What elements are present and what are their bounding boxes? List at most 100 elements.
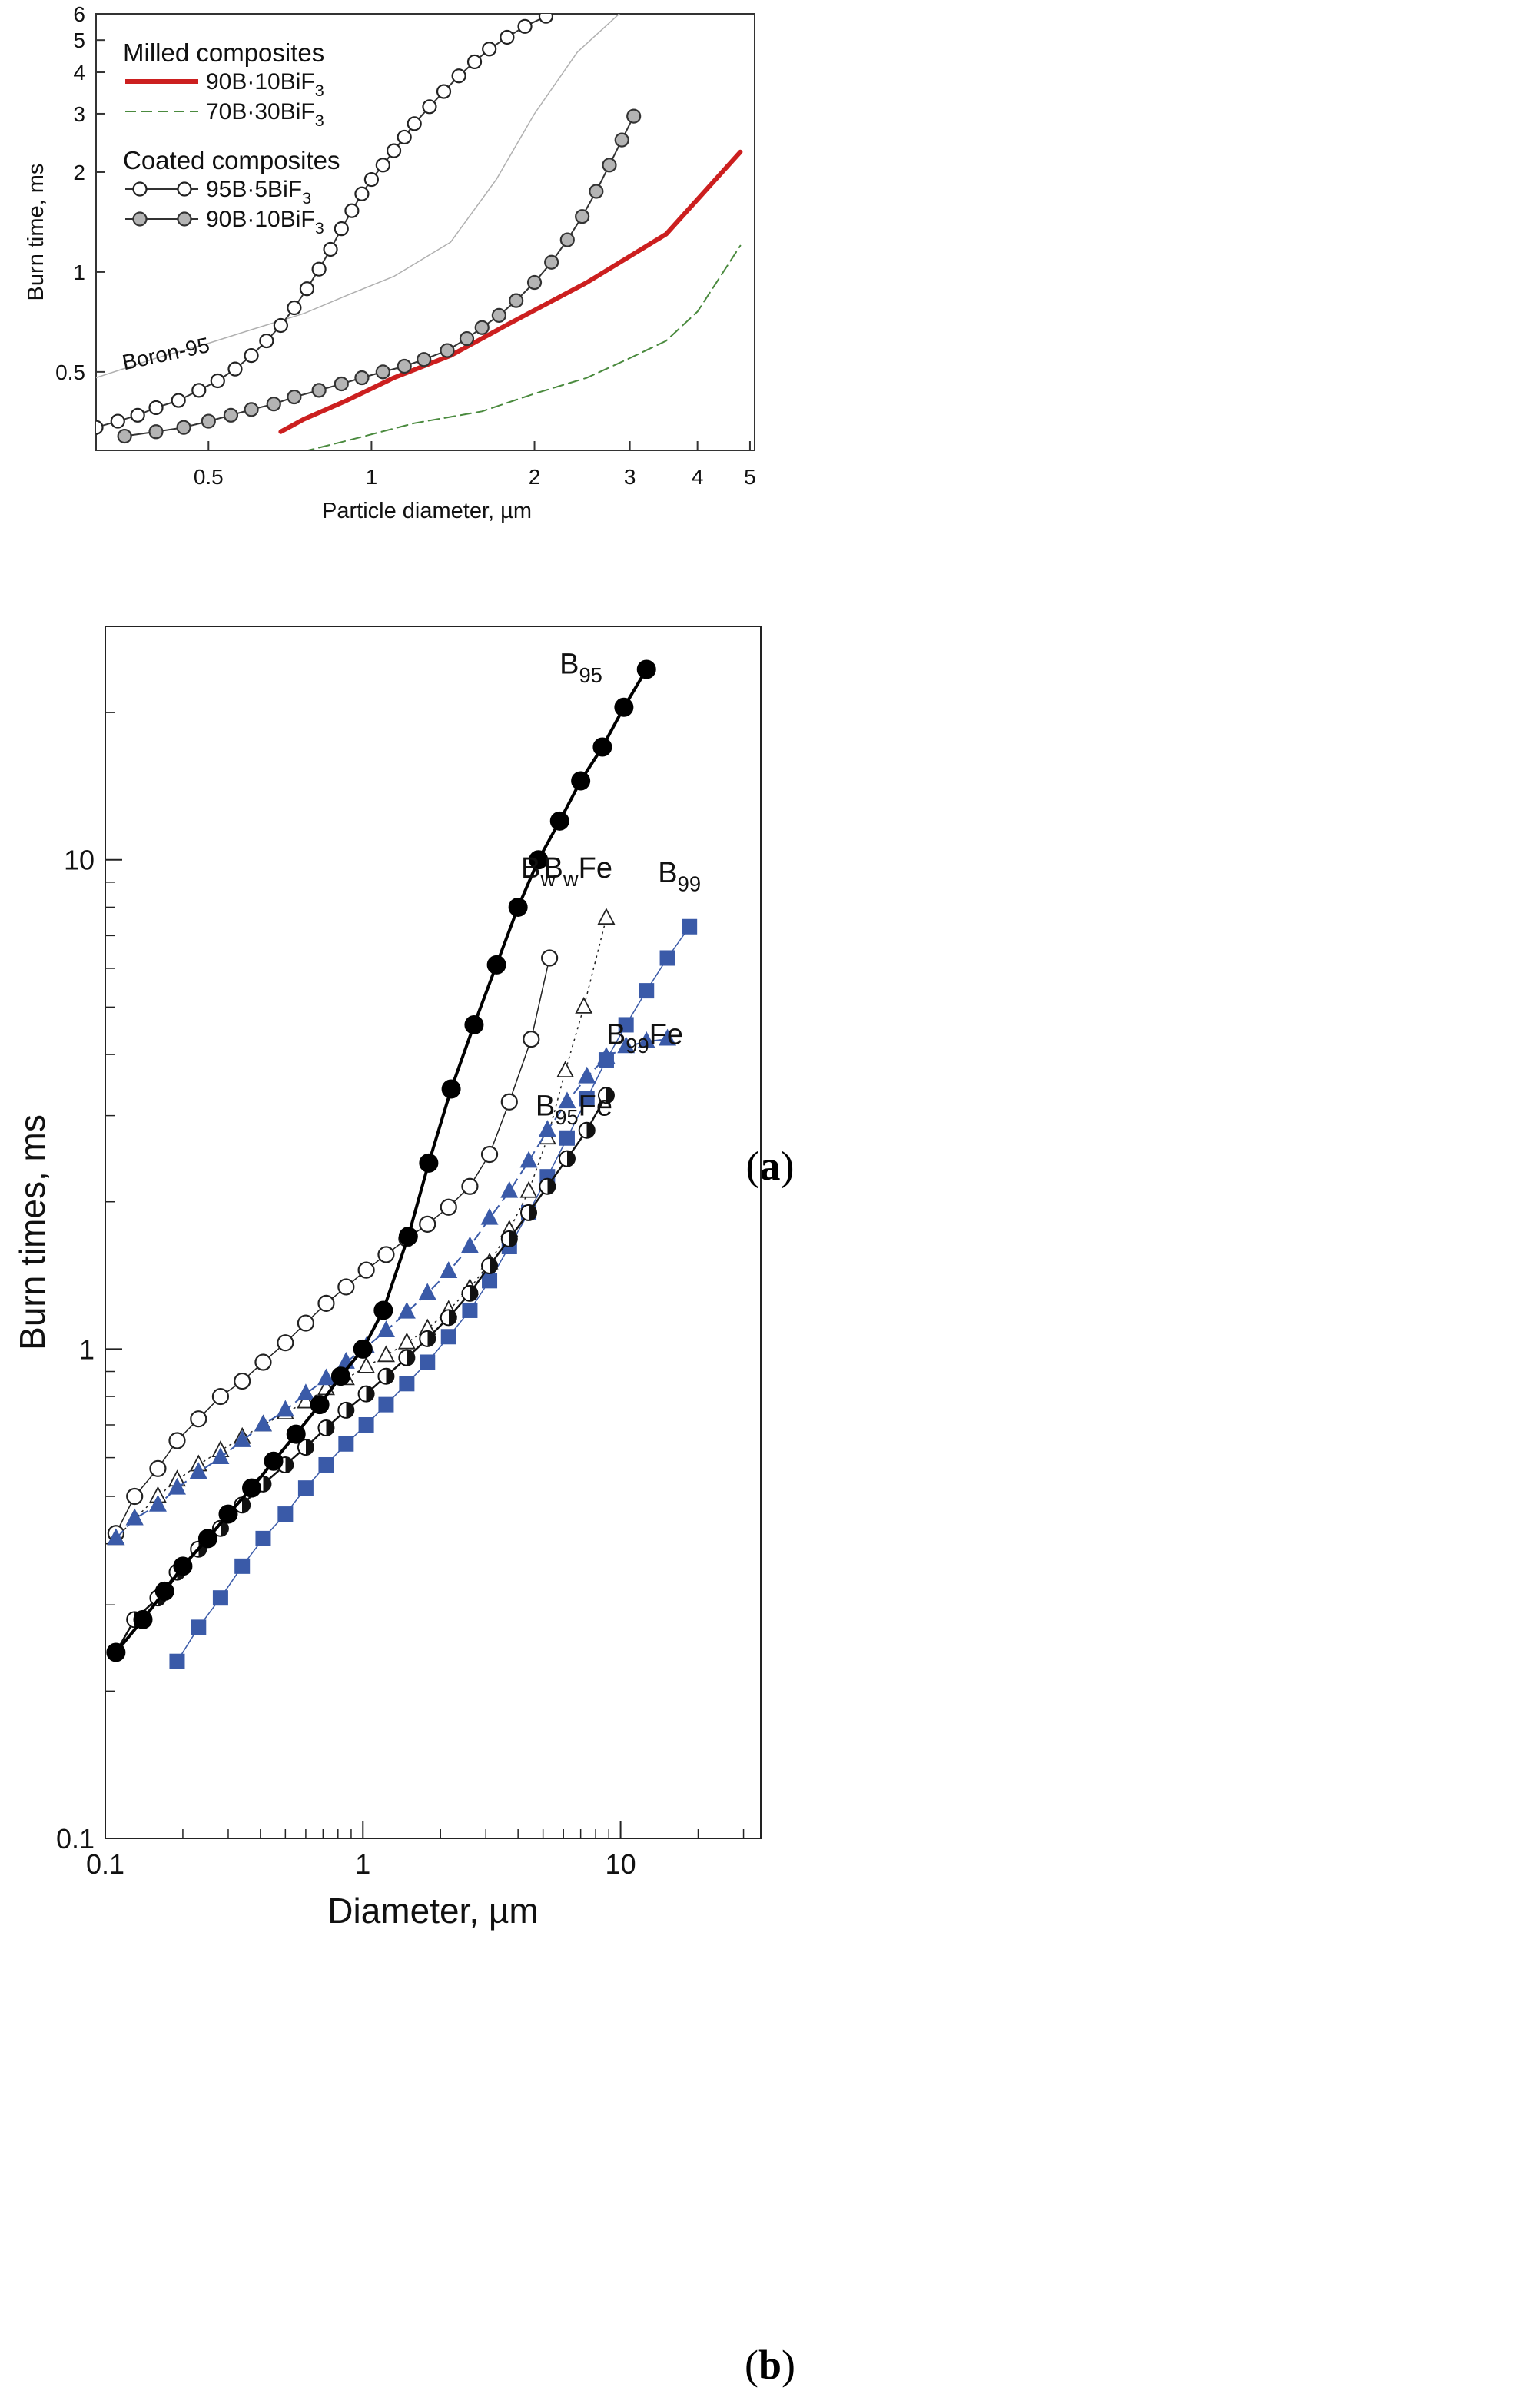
panel-b-data-point (500, 1230, 518, 1247)
panel-b-data-point (191, 1619, 207, 1635)
panel-a-legend: Milled composites90B·10BiF370B·30BiF3Coa… (123, 38, 340, 237)
panel-b-data-point (500, 1180, 519, 1198)
panel-a-data-point (375, 364, 390, 380)
panel-b-series-2 (107, 908, 616, 1546)
panel-b-data-point (255, 1530, 271, 1546)
panel-a-series-line (304, 244, 742, 450)
panel-a-data-point (626, 108, 642, 124)
panel-b-data-point (519, 1151, 538, 1168)
panel-a-data-point (500, 29, 515, 45)
panel-a-data-point (273, 317, 288, 334)
panel-a-y-tick-label: 5 (73, 28, 85, 52)
panel-b-data-point (462, 1302, 478, 1318)
panel-a-x-tick-label: 0.5 (194, 465, 224, 489)
panel-b-data-point (558, 1150, 576, 1167)
panel-b-data-point (558, 1091, 576, 1109)
panel-b-data-point (357, 1261, 375, 1279)
panel-a-data-point (334, 376, 349, 392)
panel-a-y-tick-label: 6 (73, 2, 85, 26)
panel-b-chart: 0.1 1 10 0.1 1 10 Diameter, µm Burn times, ms B9… (12, 626, 762, 1931)
panel-b-series-line (115, 1038, 668, 1539)
panel-b-data-point (211, 1387, 230, 1406)
panel-a-data-point (614, 132, 629, 148)
panel-b-series-label: B99 (658, 857, 701, 895)
panel-b-series-0 (106, 659, 656, 1662)
panel-a-legend-marker (132, 211, 148, 227)
panel-b-data-point (358, 1416, 374, 1433)
panel-b-data-point (639, 983, 655, 999)
panel-a-data-point (96, 420, 104, 435)
panel-b-data-point (440, 1198, 457, 1216)
panel-b-data-point (440, 1329, 456, 1345)
panel-a-legend-marker (177, 211, 192, 227)
panel-b-data-point (397, 1301, 416, 1319)
panel-b-data-point (419, 1330, 436, 1347)
panel-a-data-point (544, 254, 559, 270)
panel-a-y-axis-label: Burn time, ms (24, 164, 48, 301)
panel-a-data-point (386, 143, 402, 158)
panel-a-data-point (311, 383, 327, 398)
panel-a-data-point (440, 343, 455, 358)
panel-b-data-point (234, 1558, 251, 1574)
panel-b-data-point (440, 1261, 458, 1278)
panel-a-data-point (491, 307, 506, 323)
panel-b-data-point (242, 1478, 262, 1498)
panel-b-data-point (377, 1345, 395, 1363)
panel-b-data-point (529, 850, 549, 870)
panel-b-data-point (592, 737, 612, 757)
panel-b-series-line (115, 918, 607, 1539)
panel-b-data-point (486, 955, 506, 975)
panel-b-data-point (481, 1257, 499, 1274)
panel-b-y-tick-label: 10 (64, 845, 95, 876)
panel-a-data-point (311, 261, 327, 277)
panel-b-data-point (211, 1447, 230, 1465)
panel-b-data-point (234, 1372, 251, 1390)
panel-b-data-point (233, 1430, 251, 1447)
panel-b-data-point (419, 1153, 439, 1173)
panel-b-data-point (461, 1284, 479, 1302)
panel-a-x-tick-label: 1 (366, 465, 378, 489)
panel-a-data-point (526, 274, 543, 291)
panel-b-data-point (337, 1352, 355, 1369)
panel-a-data-point (244, 402, 259, 417)
panel-a-legend-label: 95B·5BiF3 (206, 177, 311, 208)
panel-b-caption: (b) (745, 2342, 795, 2388)
panel-b-data-point (337, 1401, 355, 1419)
panel-b-data-point (519, 1180, 538, 1198)
panel-a-data-point (176, 420, 191, 435)
panel-b-data-point (317, 1419, 335, 1436)
panel-b-data-point (460, 1236, 479, 1253)
panel-a-series-line (96, 14, 620, 379)
panel-b-series-label: BwFe (544, 852, 612, 891)
panel-b-x-axis-label: Diameter, µm (327, 1891, 538, 1931)
panel-b-series-label: Bw (521, 852, 556, 891)
panel-b-data-point (189, 1462, 207, 1479)
panel-b-data-point (197, 1529, 217, 1549)
panel-a-data-point (589, 184, 604, 199)
panel-a-legend-label: 90B·10BiF3 (206, 207, 324, 237)
panel-b-data-point (297, 1480, 314, 1496)
panel-b-data-point (133, 1609, 153, 1629)
panel-b-data-point (441, 1079, 461, 1099)
panel-b-y-tick-label: 0.1 (56, 1823, 95, 1854)
panel-b-data-point (556, 1061, 575, 1078)
panel-b-data-point (373, 1300, 393, 1320)
panel-b-data-point (418, 1283, 436, 1300)
panel-b-data-point (637, 1031, 655, 1048)
panel-a-x-tick-label: 3 (624, 465, 636, 489)
panel-b-data-point (480, 1145, 499, 1164)
panel-a-plot-frame (95, 13, 755, 451)
panel-b-data-point (636, 659, 656, 679)
panel-b-data-point (211, 1519, 229, 1537)
panel-b-series-4 (107, 1028, 677, 1546)
panel-a-legend-label: 90B·10BiF3 (206, 69, 324, 100)
panel-a-caption: (a) (746, 1143, 795, 1189)
panel-a-data-point (334, 221, 349, 237)
panel-b-data-point (617, 1036, 636, 1054)
panel-a-legend-label: 70B·30BiF3 (206, 99, 324, 130)
panel-a-data-point (244, 348, 259, 364)
panel-b-data-point (310, 1395, 330, 1415)
panel-a-data-point (344, 203, 360, 218)
panel-b-data-point (107, 1528, 125, 1546)
